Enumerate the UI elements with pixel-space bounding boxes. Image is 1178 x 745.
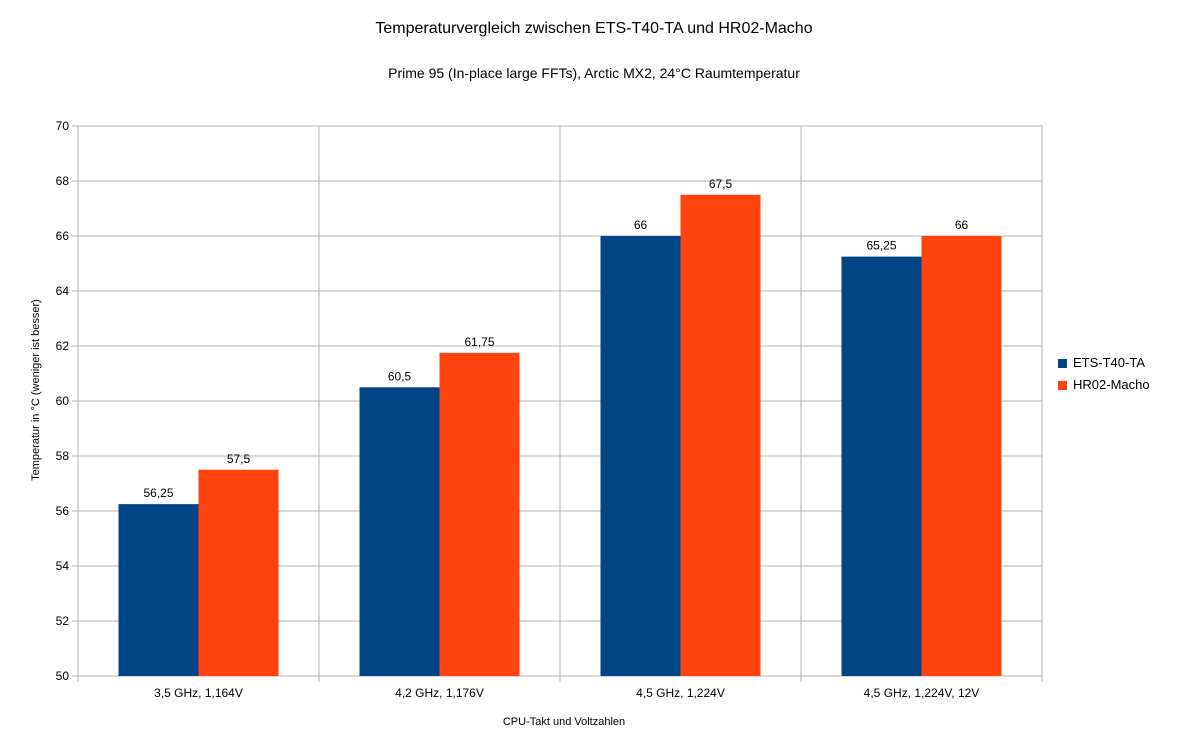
y-tick-label: 52: [56, 614, 70, 628]
bar: [841, 256, 922, 676]
data-label: 60,5: [388, 369, 412, 383]
legend-item-hr02-macho: HR02-Macho: [1058, 374, 1150, 396]
bar: [680, 194, 761, 676]
data-label: 61,75: [464, 335, 494, 349]
y-tick-label: 60: [56, 394, 70, 408]
legend: ETS-T40-TA HR02-Macho: [1058, 352, 1150, 396]
y-tick-label: 54: [56, 559, 70, 573]
bar: [600, 236, 681, 676]
bar: [198, 469, 279, 676]
x-axis-label: CPU-Takt und Voltzahlen: [502, 716, 626, 728]
x-tick-label: 4,5 GHz, 1,224V, 12V: [864, 686, 980, 700]
y-axis-label: Temperatur in °C (weniger ist besser): [30, 299, 42, 481]
bar: [118, 504, 199, 676]
data-label: 57,5: [227, 452, 251, 466]
bar: [921, 236, 1002, 676]
y-tick-label: 66: [56, 229, 70, 243]
x-tick-label: 3,5 GHz, 1,164V: [154, 686, 243, 700]
chart-title: Temperaturvergleich zwischen ETS-T40-TA …: [375, 20, 813, 37]
x-tick-label: 4,5 GHz, 1,224V: [636, 686, 725, 700]
x-tick-label: 4,2 GHz, 1,176V: [395, 686, 484, 700]
legend-label: ETS-T40-TA: [1073, 355, 1145, 370]
bar: [439, 352, 520, 676]
y-tick-label: 56: [56, 504, 70, 518]
legend-swatch: [1058, 380, 1067, 390]
bar: [359, 387, 440, 676]
data-label: 66: [955, 218, 969, 232]
data-label: 66: [634, 218, 648, 232]
chart-subtitle: Prime 95 (In-place large FFTs), Arctic M…: [388, 65, 800, 81]
y-tick-label: 62: [56, 339, 70, 353]
legend-label: HR02-Macho: [1073, 377, 1150, 392]
legend-item-ets-t40-ta: ETS-T40-TA: [1058, 352, 1150, 374]
legend-swatch: [1058, 358, 1067, 368]
y-tick-label: 64: [56, 284, 70, 298]
data-label: 65,25: [866, 239, 896, 253]
y-tick-label: 58: [56, 449, 70, 463]
y-tick-label: 50: [56, 669, 70, 683]
data-label: 56,25: [143, 486, 173, 500]
y-tick-label: 70: [56, 119, 70, 133]
data-label: 67,5: [709, 177, 733, 191]
y-tick-label: 68: [56, 174, 70, 188]
